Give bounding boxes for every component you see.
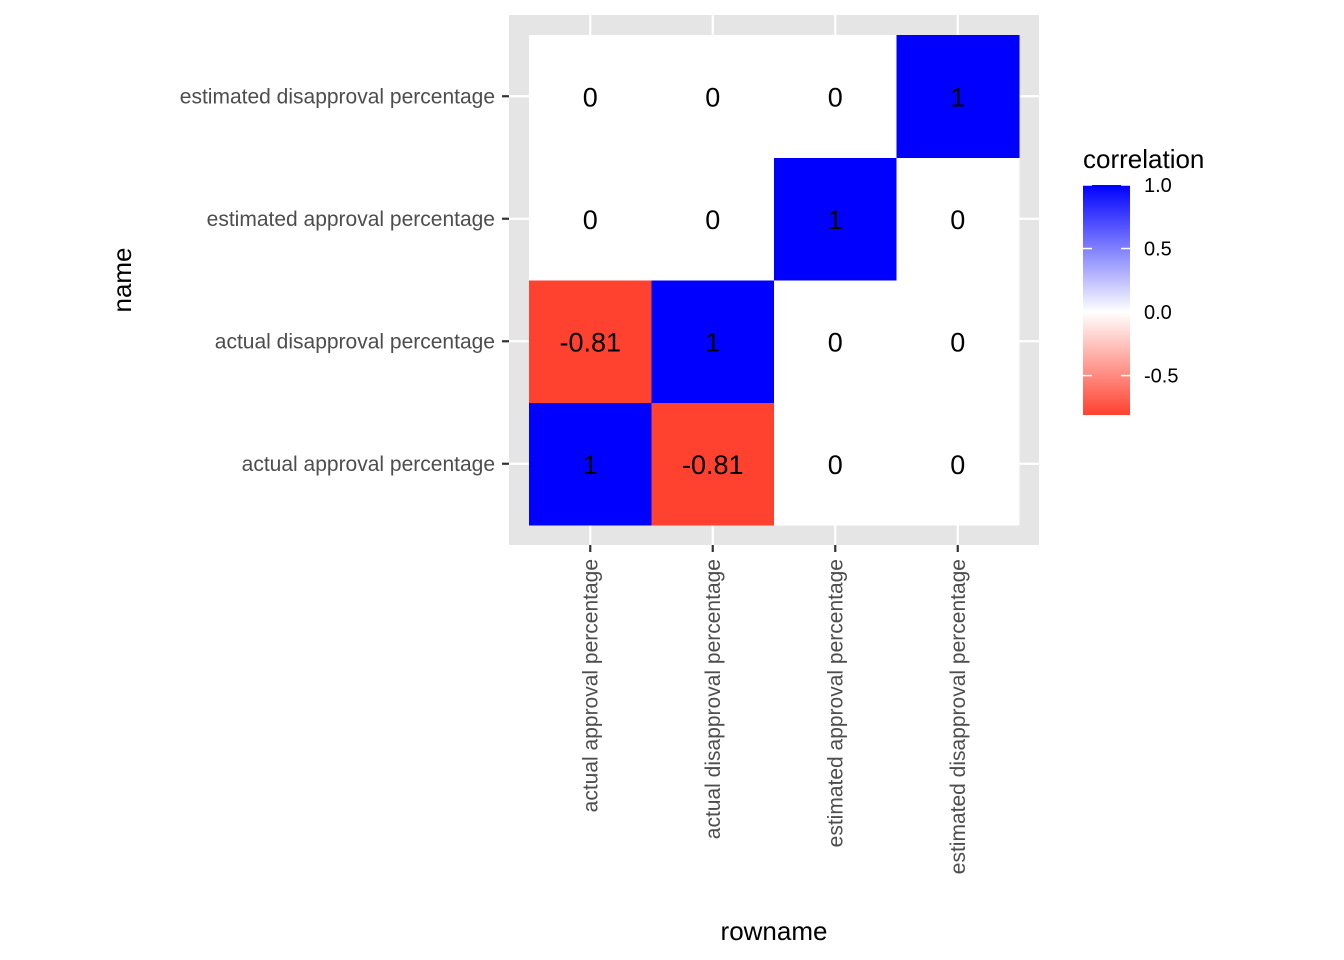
x-tick-label: estimated disapproval percentage: [947, 559, 970, 874]
cell-value-label: 0: [705, 205, 720, 235]
cell-value-labels: 1 -0.81 0 0 -0.81 1 0 0 0 0 1 0 0 0 0 1: [559, 82, 965, 480]
cell-value-label: 0: [828, 327, 843, 357]
heatmap-cell: [896, 157, 1020, 281]
legend-colorbar: [1083, 185, 1130, 415]
heatmap-cell: [774, 35, 897, 158]
heatmap-cell: [651, 157, 775, 281]
cell-value-label: 0: [828, 82, 843, 112]
cell-value-label: 1: [705, 327, 720, 357]
heatmap-cell: [529, 157, 652, 281]
heatmap-cell: [774, 280, 897, 403]
y-axis-title: name: [107, 247, 137, 312]
heatmap-cell: [896, 402, 1020, 526]
legend-tick-label: 1.0: [1144, 175, 1172, 197]
heatmap-cell: [529, 280, 652, 403]
x-axis-title: rowname: [721, 916, 828, 946]
heatmap-cell: [896, 35, 1020, 158]
x-axis: actual approval percentage actual disappr…: [579, 545, 970, 874]
heatmap-cells: [529, 35, 1020, 526]
y-tick-label: actual disapproval percentage: [215, 330, 495, 353]
heatmap-cell: [896, 280, 1020, 403]
cell-value-label: 0: [583, 205, 598, 235]
heatmap-cell: [774, 157, 897, 281]
heatmap-cell: [774, 402, 897, 526]
legend-title: correlation: [1083, 144, 1204, 174]
legend-tick-label: 0.0: [1144, 302, 1172, 324]
cell-value-label: 0: [950, 205, 965, 235]
y-tick-label: estimated disapproval percentage: [180, 85, 495, 108]
legend-ticks: 1.0 0.5 0.0 -0.5: [1083, 175, 1178, 388]
cell-value-label: 1: [950, 82, 965, 112]
y-axis: actual approval percentage actual disappr…: [180, 85, 509, 476]
heatmap-cell: [529, 35, 652, 158]
heatmap-cell: [651, 280, 775, 403]
cell-value-label: 1: [828, 205, 843, 235]
cell-value-label: 0: [950, 327, 965, 357]
color-legend: correlation 1.0 0.5 0.0 -0.5: [1083, 144, 1204, 415]
cell-value-label: 1: [583, 450, 598, 480]
heatmap-cell: [651, 402, 775, 526]
heatmap-cell: [529, 402, 652, 526]
cell-value-label: -0.81: [559, 327, 621, 357]
x-tick-label: actual approval percentage: [579, 559, 602, 812]
legend-tick-label: -0.5: [1144, 366, 1178, 388]
cell-value-label: 0: [705, 82, 720, 112]
x-tick-label: estimated approval percentage: [824, 559, 847, 847]
cell-value-label: 0: [583, 82, 598, 112]
x-tick-label: actual disapproval percentage: [702, 559, 725, 839]
cell-value-label: 0: [828, 450, 843, 480]
cell-value-label: -0.81: [682, 450, 744, 480]
y-tick-label: actual approval percentage: [242, 453, 495, 476]
cell-value-label: 0: [950, 450, 965, 480]
legend-tick-label: 0.5: [1144, 239, 1172, 261]
heatmap-cell: [651, 35, 775, 158]
y-tick-label: estimated approval percentage: [207, 208, 495, 231]
